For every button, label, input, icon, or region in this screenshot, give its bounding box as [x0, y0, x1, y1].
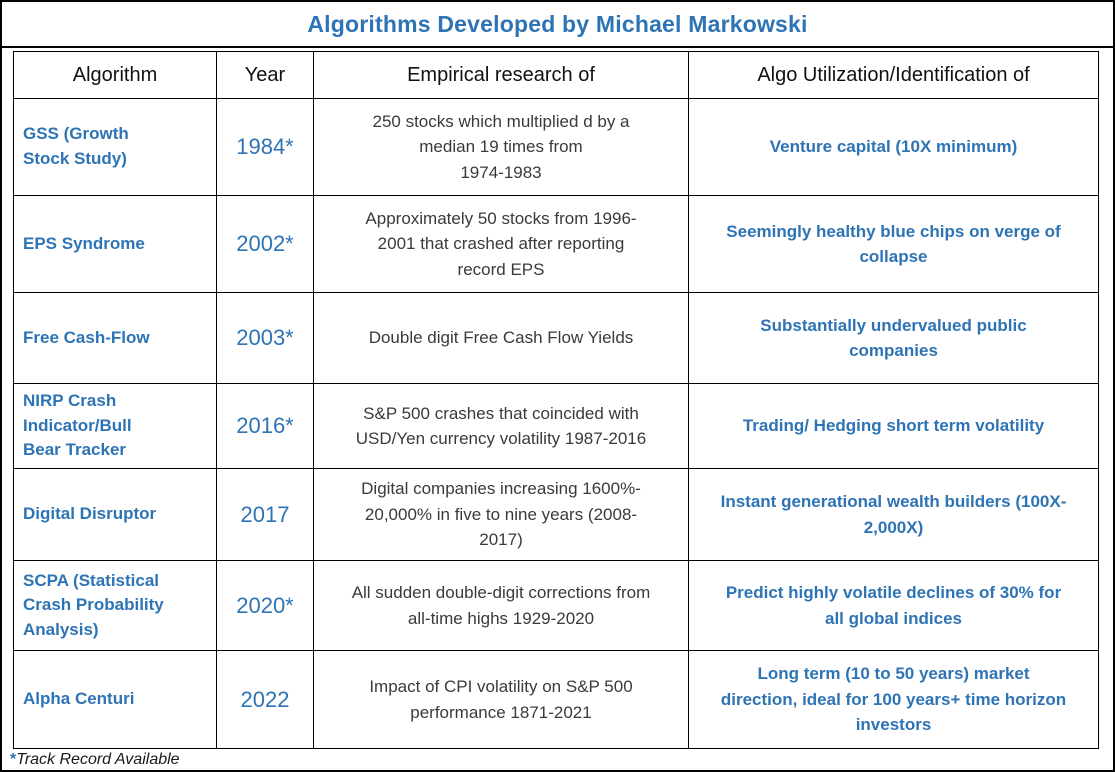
research-cell: Double digit Free Cash Flow Yields	[313, 292, 689, 384]
column-header-utilization: Algo Utilization/Identification of	[688, 51, 1099, 99]
research-cell: S&P 500 crashes that coincided with USD/…	[313, 383, 689, 469]
year-cell: 2016*	[216, 383, 314, 469]
table-container: Algorithm Year Empirical research of Alg…	[13, 51, 1099, 749]
table-row: Digital Disruptor 2017 Digital companies…	[13, 468, 1099, 561]
algorithm-cell: Digital Disruptor	[13, 468, 217, 561]
algorithm-cell: EPS Syndrome	[13, 195, 217, 293]
algorithm-cell: SCPA (Statistical Crash Probability Anal…	[13, 560, 217, 651]
footnote-text: Track Record Available	[16, 750, 180, 768]
column-header-research: Empirical research of	[313, 51, 689, 99]
utilization-cell: Substantially undervalued public compani…	[688, 292, 1099, 384]
algorithm-cell: NIRP Crash Indicator/Bull Bear Tracker	[13, 383, 217, 469]
footnote: * Track Record Available	[2, 749, 1113, 770]
table-row: Free Cash-Flow 2003* Double digit Free C…	[13, 292, 1099, 384]
research-cell: Approximately 50 stocks from 1996- 2001 …	[313, 195, 689, 293]
year-cell: 2002*	[216, 195, 314, 293]
algorithms-table: Algorithm Year Empirical research of Alg…	[13, 51, 1099, 749]
year-cell: 2017	[216, 468, 314, 561]
table-row: EPS Syndrome 2002* Approximately 50 stoc…	[13, 195, 1099, 293]
year-cell: 2022	[216, 650, 314, 749]
research-cell: All sudden double-digit corrections from…	[313, 560, 689, 651]
utilization-cell: Seemingly healthy blue chips on verge of…	[688, 195, 1099, 293]
research-cell: Impact of CPI volatility on S&P 500 perf…	[313, 650, 689, 749]
algorithm-cell: Free Cash-Flow	[13, 292, 217, 384]
table-row: Alpha Centuri 2022 Impact of CPI volatil…	[13, 650, 1099, 749]
column-header-algorithm: Algorithm	[13, 51, 217, 99]
page-title: Algorithms Developed by Michael Markowsk…	[307, 10, 808, 37]
utilization-cell: Predict highly volatile declines of 30% …	[688, 560, 1099, 651]
year-cell: 2020*	[216, 560, 314, 651]
utilization-cell: Venture capital (10X minimum)	[688, 98, 1099, 196]
algorithm-cell: GSS (Growth Stock Study)	[13, 98, 217, 196]
table-row: SCPA (Statistical Crash Probability Anal…	[13, 560, 1099, 651]
title-bar: Algorithms Developed by Michael Markowsk…	[2, 2, 1113, 48]
utilization-cell: Instant generational wealth builders (10…	[688, 468, 1099, 561]
utilization-cell: Long term (10 to 50 years) market direct…	[688, 650, 1099, 749]
utilization-cell: Trading/ Hedging short term volatility	[688, 383, 1099, 469]
year-cell: 1984*	[216, 98, 314, 196]
table-row: GSS (Growth Stock Study) 1984* 250 stock…	[13, 98, 1099, 196]
algorithm-cell: Alpha Centuri	[13, 650, 217, 749]
year-cell: 2003*	[216, 292, 314, 384]
research-cell: 250 stocks which multiplied d by a media…	[313, 98, 689, 196]
column-header-year: Year	[216, 51, 314, 99]
header-row: Algorithm Year Empirical research of Alg…	[13, 51, 1099, 99]
table-row: NIRP Crash Indicator/Bull Bear Tracker 2…	[13, 383, 1099, 469]
research-cell: Digital companies increasing 1600%- 20,0…	[313, 468, 689, 561]
footnote-asterisk: *	[10, 750, 17, 768]
